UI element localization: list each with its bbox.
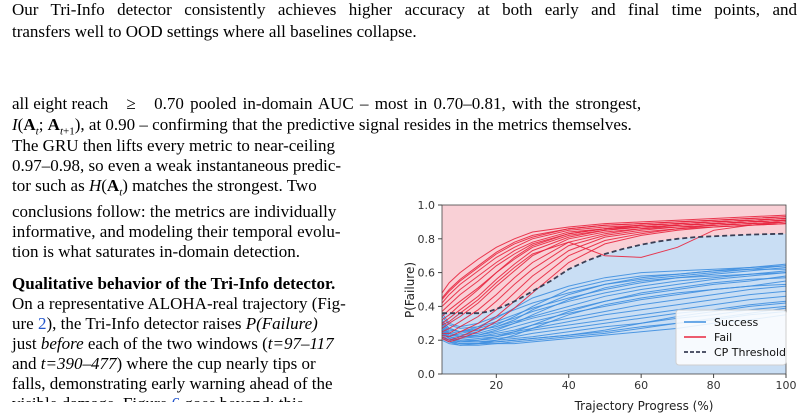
chart-xlabel: Trajectory Progress (%) xyxy=(574,399,714,413)
col-line-4: conclusions follow: the metrics are indi… xyxy=(12,202,337,222)
left-column: The GRU then lifts every metric to near-… xyxy=(12,136,390,402)
y-tick-label: 0.6 xyxy=(418,267,436,280)
fail-trajectory-line xyxy=(441,221,787,326)
chart-legend: Success Fail CP Threshold xyxy=(675,309,787,366)
y-tick-label: 0.8 xyxy=(418,233,436,246)
para1-line-2: I(At; At+1), at 0.90 – confirming that t… xyxy=(12,115,632,138)
qual-line-2: ure 2), the Tri-Info detector raises P(F… xyxy=(12,314,318,334)
para1-line-1: all eight reach ≥ 0.70 pooled in-domain … xyxy=(12,94,642,113)
x-tick-label: 80 xyxy=(707,379,721,392)
qual-line-4: and t=390–477) where the cup nearly tips… xyxy=(12,354,316,374)
figure-2-link[interactable]: 2 xyxy=(37,314,47,334)
success-trajectory-line xyxy=(441,267,787,329)
y-tick-label: 0.0 xyxy=(418,368,436,381)
x-tick-label: 100 xyxy=(776,379,797,392)
cp-threshold-line xyxy=(442,232,787,315)
legend-threshold-label: CP Threshold xyxy=(714,346,786,359)
failure-probability-chart: 20 40 60 80 100 0.0 0.2 0.4 0.6 0.8 1.0 Trajectory… xyxy=(403,199,797,413)
y-tick-label: 0.4 xyxy=(418,300,436,313)
qual-line-6: visible damage. Figure 6 goes beyond: th… xyxy=(12,394,390,402)
qual-line-5: falls, demonstrating early warning ahead… xyxy=(12,374,333,394)
success-trajectory-line xyxy=(441,290,787,340)
success-trajectory-line xyxy=(441,277,787,343)
col-line-3: tor such as H(At) matches the strongest.… xyxy=(12,176,317,199)
col-line-5: informative, and modeling their temporal… xyxy=(12,222,341,242)
x-tick-label: 40 xyxy=(562,379,576,392)
qual-line-3: just before each of the two windows (t=9… xyxy=(12,334,334,354)
success-trajectory-line xyxy=(441,272,787,334)
top-text-line-2: transfers well to OOD settings where all… xyxy=(12,22,417,41)
mutual-info-symbol: I(At; At+1 xyxy=(12,115,75,138)
col-line-2: 0.97–0.98, so even a weak instantaneous … xyxy=(12,156,342,175)
chart-ylabel: P(Failure) xyxy=(403,262,417,318)
fail-trajectory-line xyxy=(441,218,787,321)
fail-region xyxy=(442,205,786,314)
qualitative-heading: Qualitative behavior of the Tri-Info det… xyxy=(12,274,336,294)
fail-trajectory-line xyxy=(441,216,787,300)
x-tick-label: 20 xyxy=(489,379,503,392)
y-tick-label: 0.2 xyxy=(418,334,436,347)
col-line-6: tion is what saturates in-domain detecti… xyxy=(12,242,300,262)
success-trajectory-line xyxy=(441,265,787,333)
col-line-1: The GRU then lifts every metric to near-… xyxy=(12,136,336,155)
y-tick-label: 1.0 xyxy=(418,199,436,212)
success-trajectory-line xyxy=(441,272,787,338)
fail-trajectory-line xyxy=(441,221,787,338)
fail-trajectory-line xyxy=(441,219,787,329)
qual-line-1: On a representative ALOHA-real trajector… xyxy=(12,294,346,314)
fail-trajectory-line xyxy=(441,214,787,294)
legend-fail-label: Fail xyxy=(714,331,732,344)
fail-trajectory-line xyxy=(441,223,787,343)
x-tick-label: 60 xyxy=(634,379,648,392)
legend-success-label: Success xyxy=(714,316,759,329)
plot-frame xyxy=(441,204,787,375)
top-text-line-1: Our Tri-Info detector consistently achie… xyxy=(12,0,797,19)
success-trajectory-line xyxy=(441,263,787,333)
